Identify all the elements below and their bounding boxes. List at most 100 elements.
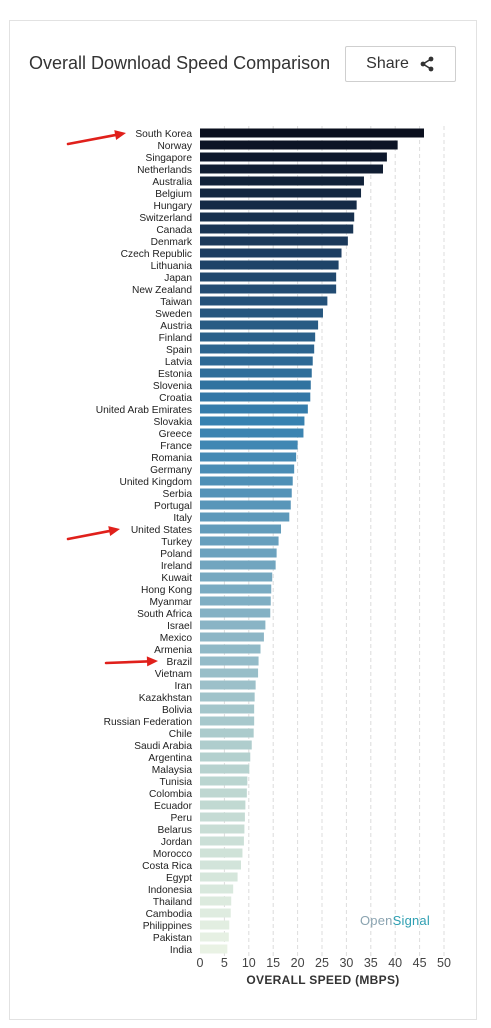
category-label: Myanmar: [150, 597, 193, 608]
x-tick-label: 25: [315, 956, 329, 970]
category-label: Israel: [167, 621, 192, 632]
category-label: Tunisia: [160, 777, 193, 788]
red-arrow-head-icon: [108, 526, 120, 536]
bar-egypt: [200, 872, 238, 882]
opensignal-watermark: OpenSignal: [360, 913, 430, 928]
bar-estonia: [200, 368, 312, 378]
category-label: Slovakia: [153, 417, 192, 428]
category-label: Croatia: [159, 393, 192, 404]
bar-argentina: [200, 752, 251, 762]
bar-mexico: [200, 632, 264, 642]
category-label: Cambodia: [146, 909, 193, 920]
category-label: Taiwan: [160, 297, 192, 308]
bar-israel: [200, 620, 266, 630]
bar-new-zealand: [200, 284, 337, 294]
bar-united-states: [200, 524, 282, 534]
category-label: Vietnam: [155, 669, 192, 680]
category-label: Norway: [157, 141, 192, 152]
category-label: Switzerland: [139, 213, 192, 224]
bar-australia: [200, 176, 364, 186]
category-label: Czech Republic: [121, 249, 192, 260]
red-arrow-head-icon: [114, 130, 126, 140]
bar-singapore: [200, 152, 387, 162]
category-label: Morocco: [153, 849, 192, 860]
category-label: Ecuador: [154, 801, 193, 812]
bar-slovakia: [200, 416, 305, 426]
x-tick-label: 0: [197, 956, 204, 970]
category-label: Estonia: [158, 369, 192, 380]
red-arrow-icon: [66, 529, 111, 541]
category-label: Lithuania: [151, 261, 193, 272]
share-button[interactable]: Share: [345, 46, 456, 82]
bar-spain: [200, 344, 315, 354]
category-label: Peru: [170, 813, 192, 824]
bar-tunisia: [200, 776, 248, 786]
category-label: Belarus: [157, 825, 192, 836]
category-label: Italy: [173, 513, 193, 524]
category-label: Iran: [174, 681, 192, 692]
bar-belarus: [200, 824, 245, 834]
category-label: Canada: [156, 225, 192, 236]
bar-kuwait: [200, 572, 273, 582]
category-label: Kuwait: [161, 573, 192, 584]
category-label: Chile: [169, 729, 193, 740]
category-label: Australia: [152, 177, 192, 188]
bar-colombia: [200, 788, 247, 798]
x-tick-label: 5: [221, 956, 228, 970]
category-label: Colombia: [149, 789, 192, 800]
bar-romania: [200, 452, 297, 462]
bar-canada: [200, 224, 354, 234]
category-label: Singapore: [146, 153, 193, 164]
bar-switzerland: [200, 212, 355, 222]
bar-croatia: [200, 392, 311, 402]
bar-brazil: [200, 656, 259, 666]
category-label: Japan: [164, 273, 192, 284]
share-icon: [419, 56, 435, 72]
red-arrow-icon: [104, 660, 149, 665]
bar-indonesia: [200, 884, 234, 894]
category-label: Austria: [160, 321, 192, 332]
bar-japan: [200, 272, 337, 282]
x-tick-label: 20: [291, 956, 305, 970]
bar-vietnam: [200, 668, 259, 678]
bar-czech-republic: [200, 248, 342, 258]
bar-denmark: [200, 236, 348, 246]
category-label: Belgium: [155, 189, 192, 200]
category-label: Hong Kong: [141, 585, 192, 596]
bar-taiwan: [200, 296, 328, 306]
category-label: Greece: [159, 429, 193, 440]
bar-russian-federation: [200, 716, 255, 726]
bar-turkey: [200, 536, 279, 546]
red-arrow-head-icon: [146, 656, 158, 667]
bar-malaysia: [200, 764, 250, 774]
category-label: Argentina: [148, 753, 192, 764]
x-axis-label: OVERALL SPEED (MBPS): [246, 973, 399, 987]
bar-slovenia: [200, 380, 311, 390]
bar-pakistan: [200, 932, 229, 942]
x-tick-label: 15: [266, 956, 280, 970]
bar-south-korea: [200, 128, 424, 138]
x-tick-label: 50: [437, 956, 451, 970]
bar-hong-kong: [200, 584, 272, 594]
category-label: India: [170, 945, 192, 956]
bar-peru: [200, 812, 245, 822]
x-tick-label: 35: [364, 956, 378, 970]
category-label: Brazil: [167, 657, 192, 668]
bar-armenia: [200, 644, 261, 654]
category-label: Finland: [159, 333, 193, 344]
category-label: Netherlands: [137, 165, 192, 176]
bar-ecuador: [200, 800, 246, 810]
bar-bolivia: [200, 704, 255, 714]
category-label: Poland: [160, 549, 192, 560]
bar-ireland: [200, 560, 276, 570]
category-label: South Africa: [137, 609, 192, 620]
bar-chile: [200, 728, 254, 738]
bar-france: [200, 440, 298, 450]
bar-latvia: [200, 356, 313, 366]
category-label: United States: [131, 525, 192, 536]
bar-saudi-arabia: [200, 740, 252, 750]
bar-united-arab-emirates: [200, 404, 308, 414]
category-label: Spain: [166, 345, 192, 356]
bar-austria: [200, 320, 319, 330]
